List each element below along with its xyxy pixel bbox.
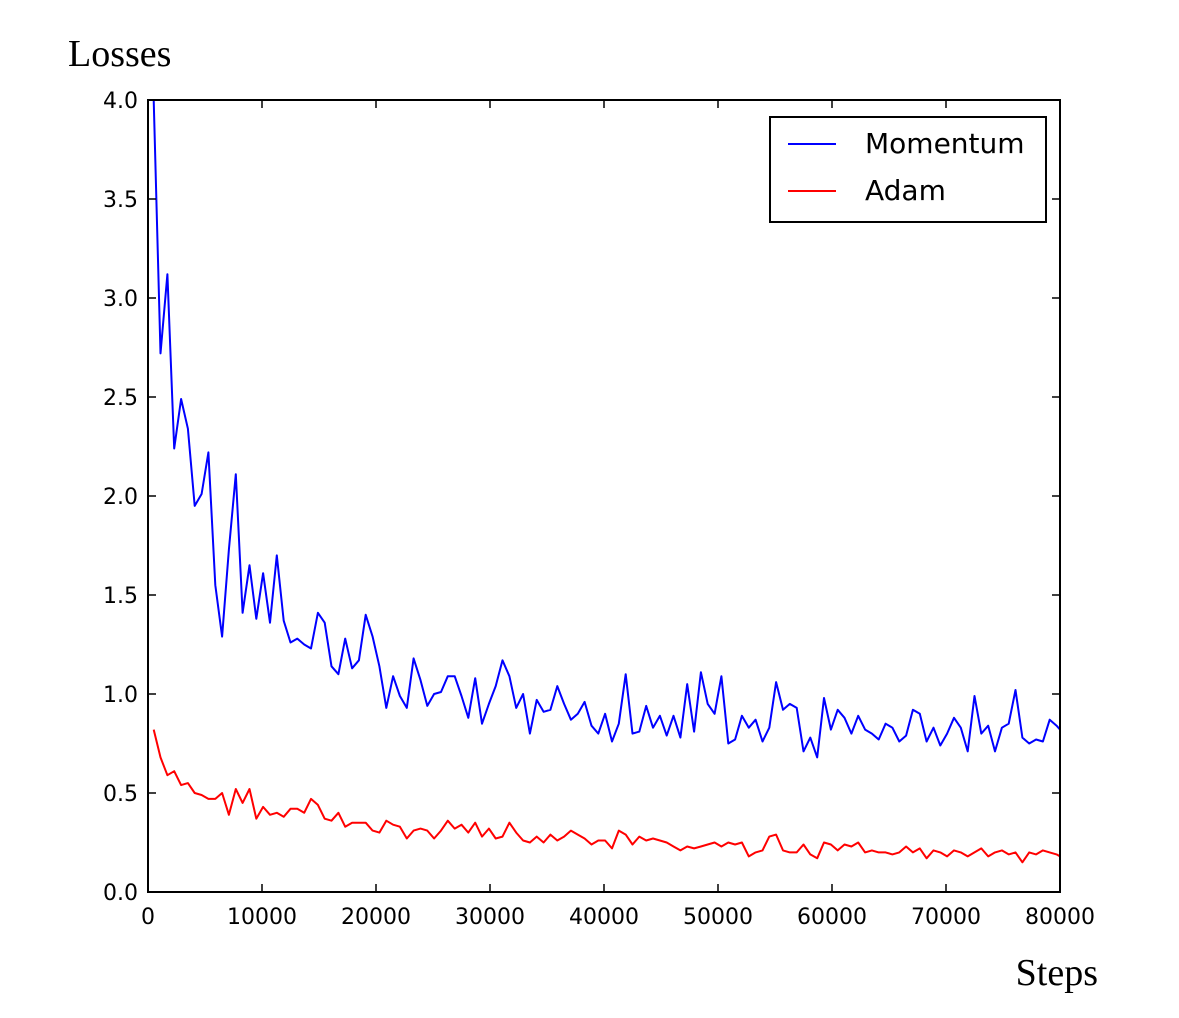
x-tick-label: 60000 [797,905,867,930]
x-tick-label: 0 [141,905,155,930]
y-tick-label: 1.0 [103,683,138,708]
legend: Momentum Adam [769,116,1047,223]
y-tick-label: 3.0 [103,287,138,312]
y-tick-label: 3.5 [103,188,138,213]
x-axis-title: Steps [1016,952,1098,994]
y-axis-title: Losses [68,33,171,75]
x-tick-label: 30000 [455,905,525,930]
plot-area [152,99,1061,864]
y-tick-label: 0.0 [103,881,138,906]
axis-ticks: 0 10000 20000 30000 40000 50000 60000 70000 8000… [103,89,1095,930]
y-tick-label: 1.5 [103,584,138,609]
legend-label-adam: Adam [865,174,946,207]
x-tick-label: 20000 [341,905,411,930]
legend-box [769,116,1047,223]
y-tick-label: 2.5 [103,386,138,411]
x-tick-label: 70000 [911,905,981,930]
x-tick-label: 10000 [227,905,297,930]
x-tick-label: 50000 [683,905,753,930]
y-tick-label: 0.5 [103,782,138,807]
y-tick-label: 2.0 [103,485,138,510]
series-line-adam [152,729,1061,864]
y-tick-label: 4.0 [103,89,138,114]
x-tick-label: 40000 [569,905,639,930]
x-tick-label: 80000 [1025,905,1095,930]
legend-label-momentum: Momentum [865,127,1025,160]
series-line-momentum [152,99,1061,759]
